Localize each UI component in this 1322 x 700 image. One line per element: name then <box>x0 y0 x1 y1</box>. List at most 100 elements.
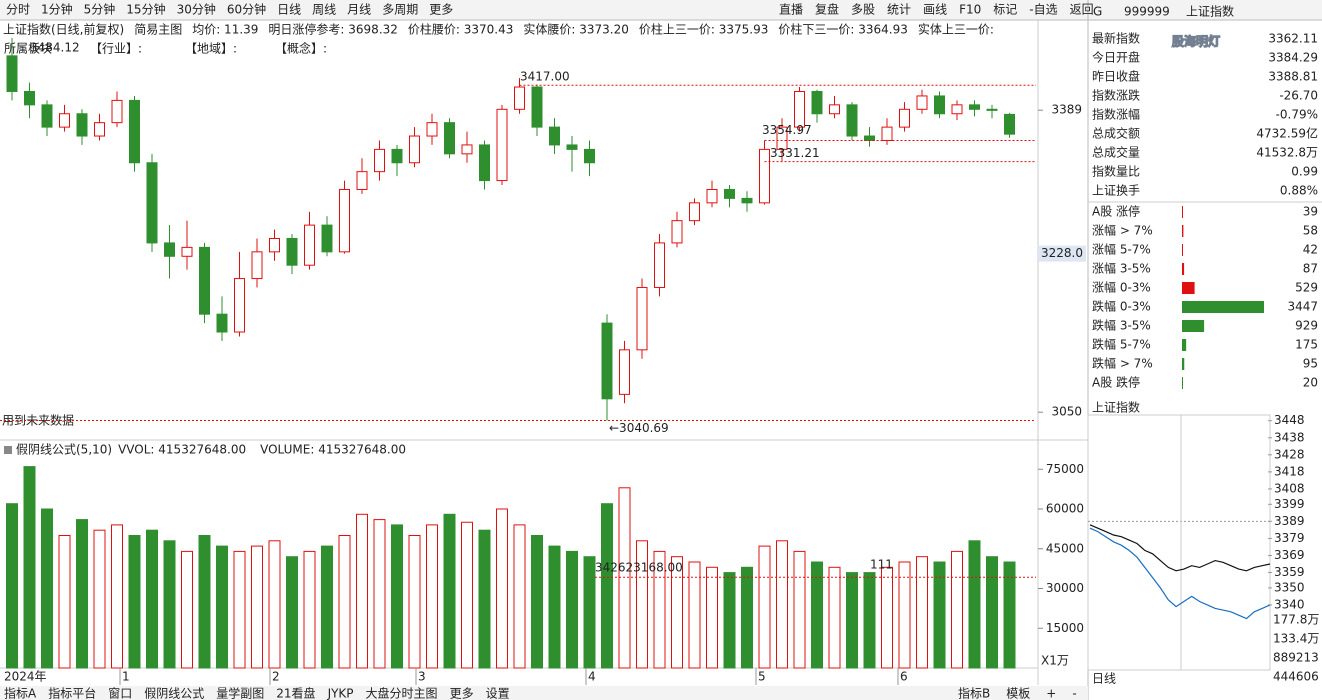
bottom-tab[interactable]: 假阴线公式 <box>144 687 204 700</box>
toolbar-tab[interactable]: 多周期 <box>382 3 418 17</box>
volume-bar <box>338 535 351 669</box>
bottom-tab[interactable]: 模板 <box>1006 687 1030 700</box>
candle-body <box>461 144 473 155</box>
volume-bar <box>321 545 333 669</box>
toolbar-button[interactable]: 标记 <box>993 3 1017 17</box>
corner-price: 3484.12 <box>30 41 80 55</box>
toolbar-button[interactable]: 直播 <box>779 3 803 17</box>
toolbar-tab[interactable]: 更多 <box>429 3 453 17</box>
toolbar-tab[interactable]: 周线 <box>312 3 336 17</box>
breadth-bar <box>1182 263 1185 275</box>
mini-tick-label: 3408 <box>1274 481 1305 495</box>
candle-body <box>146 162 158 244</box>
breadth-value: 20 <box>1303 376 1318 390</box>
mini-volume-tick: 133.4万 <box>1273 632 1319 646</box>
breadth-value: 58 <box>1303 224 1318 238</box>
sector-label: 【地域】: <box>185 42 237 56</box>
bottom-tab[interactable]: 指标A <box>4 686 37 700</box>
candle-body <box>899 108 910 128</box>
volume-bar <box>93 529 106 669</box>
bottom-tab[interactable]: 指标平台 <box>48 686 96 700</box>
quote-label: 昨日收盘 <box>1092 69 1140 84</box>
bottom-tab[interactable]: - <box>1072 687 1076 700</box>
candle-body <box>356 171 368 190</box>
indicator-label: 均价: 11.39 <box>192 23 258 37</box>
bottom-tab[interactable]: 量学副图 <box>216 686 264 700</box>
candle-body <box>24 90 35 106</box>
breadth-bar <box>1182 358 1185 370</box>
toolbar-button[interactable]: F10 <box>959 3 981 17</box>
candle-body <box>846 104 858 137</box>
volume-bar <box>496 508 508 669</box>
toolbar-tab[interactable]: 日线 <box>277 3 301 17</box>
candle-body <box>181 246 193 257</box>
mini-volume-tick: 889213 <box>1273 651 1319 665</box>
y-tick-label: 15000 <box>1046 621 1084 635</box>
toolbar-tab[interactable]: 60分钟 <box>227 2 266 17</box>
bottom-tab[interactable]: 设置 <box>486 687 510 700</box>
candle-body <box>549 126 560 146</box>
toolbar-tab[interactable]: 30分钟 <box>177 2 216 17</box>
volume-bar <box>391 524 403 669</box>
candle-body <box>916 95 928 110</box>
volume-bar <box>776 540 788 669</box>
mini-tick-label: 3438 <box>1274 430 1305 444</box>
x-label: 2 <box>272 670 280 684</box>
candle-body <box>514 86 525 110</box>
toolbar-button[interactable]: 多股 <box>851 3 875 17</box>
bottom-tab[interactable]: 指标B <box>958 686 990 700</box>
toolbar-button[interactable]: 统计 <box>887 3 911 17</box>
volume-bar <box>461 521 473 669</box>
cursor-value-box <box>1038 245 1086 262</box>
breadth-value: 175 <box>1295 338 1318 352</box>
toolbar-tab[interactable]: 月线 <box>347 3 371 17</box>
candle-body <box>496 108 508 182</box>
bottom-tab[interactable]: 窗口 <box>108 687 132 700</box>
volume-bar <box>863 572 876 669</box>
volume-bar <box>811 561 823 669</box>
toolbar-button[interactable]: -自选 <box>1029 3 1057 17</box>
toolbar-tab[interactable]: 1分钟 <box>41 2 73 17</box>
candle-body <box>636 286 648 351</box>
candle-body <box>374 148 385 173</box>
bottom-tab[interactable]: 大盘分时主图 <box>366 686 438 700</box>
volume-unit: X1万 <box>1041 654 1069 668</box>
toolbar-button[interactable]: 画线 <box>923 3 947 17</box>
bottom-tab[interactable]: JYKP <box>327 687 354 700</box>
breadth-label: 跌幅 0-3% <box>1092 299 1151 314</box>
volume-bar <box>741 566 753 669</box>
volume-bar <box>793 550 806 669</box>
indicator-label: 明日涨停参考: 3698.32 <box>268 22 397 37</box>
candle-body <box>234 278 245 333</box>
volume-bar <box>513 524 526 669</box>
candle-body <box>881 126 893 141</box>
bottom-tab[interactable]: 21看盘 <box>276 686 315 700</box>
breadth-label: 涨幅 5-7% <box>1092 242 1151 257</box>
volume-bar <box>566 550 578 669</box>
candle-body <box>864 135 875 141</box>
volume-bar <box>986 556 998 669</box>
volume-bar <box>58 535 71 669</box>
toolbar-tab[interactable]: 5分钟 <box>84 2 116 17</box>
breadth-label: 涨幅 0-3% <box>1092 280 1151 295</box>
breadth-label: 跌幅 5-7% <box>1092 337 1151 352</box>
volume-icon <box>4 446 12 454</box>
volume-bar <box>618 487 631 669</box>
toolbar-button[interactable]: 返回 <box>1070 3 1094 17</box>
toolbar-button[interactable]: 复盘 <box>815 2 839 17</box>
mini-tick-label: 3418 <box>1274 464 1305 478</box>
toolbar-tab[interactable]: 15分钟 <box>126 2 165 17</box>
breadth-bar <box>1182 301 1264 313</box>
candle-body <box>6 55 18 92</box>
toolbar-tab[interactable]: 分时 <box>6 3 30 17</box>
bottom-tab[interactable]: + <box>1046 687 1056 700</box>
volume-bar <box>41 508 53 669</box>
bottom-tab[interactable]: 更多 <box>450 687 474 700</box>
mini-tick-label: 3340 <box>1274 597 1305 611</box>
candle-body <box>444 122 455 155</box>
volume-bar <box>111 524 123 669</box>
volume-bar <box>216 545 228 669</box>
volume-bar <box>968 540 981 669</box>
breadth-label: 涨幅 > 7% <box>1092 223 1153 238</box>
sector-label: 【概念】: <box>275 41 327 56</box>
